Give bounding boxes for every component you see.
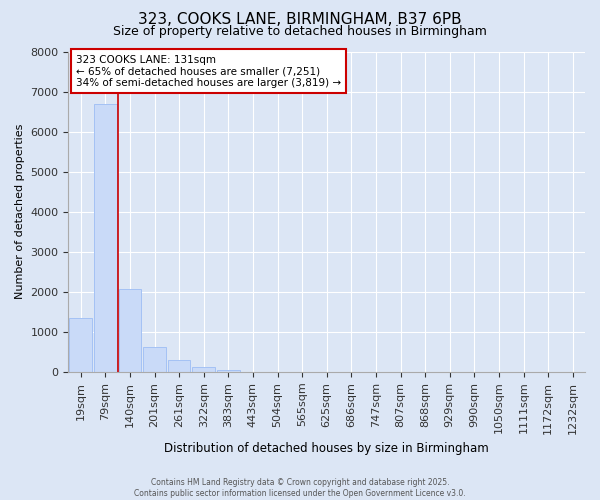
Bar — [168, 360, 190, 372]
Text: 323, COOKS LANE, BIRMINGHAM, B37 6PB: 323, COOKS LANE, BIRMINGHAM, B37 6PB — [138, 12, 462, 28]
Text: Contains HM Land Registry data © Crown copyright and database right 2025.
Contai: Contains HM Land Registry data © Crown c… — [134, 478, 466, 498]
Y-axis label: Number of detached properties: Number of detached properties — [15, 124, 25, 300]
Bar — [70, 318, 92, 372]
Bar — [217, 370, 239, 372]
Text: Size of property relative to detached houses in Birmingham: Size of property relative to detached ho… — [113, 25, 487, 38]
Bar — [94, 104, 116, 372]
Text: 323 COOKS LANE: 131sqm
← 65% of detached houses are smaller (7,251)
34% of semi-: 323 COOKS LANE: 131sqm ← 65% of detached… — [76, 54, 341, 88]
Bar — [193, 366, 215, 372]
Bar — [143, 346, 166, 372]
X-axis label: Distribution of detached houses by size in Birmingham: Distribution of detached houses by size … — [164, 442, 489, 455]
Bar — [119, 288, 141, 372]
